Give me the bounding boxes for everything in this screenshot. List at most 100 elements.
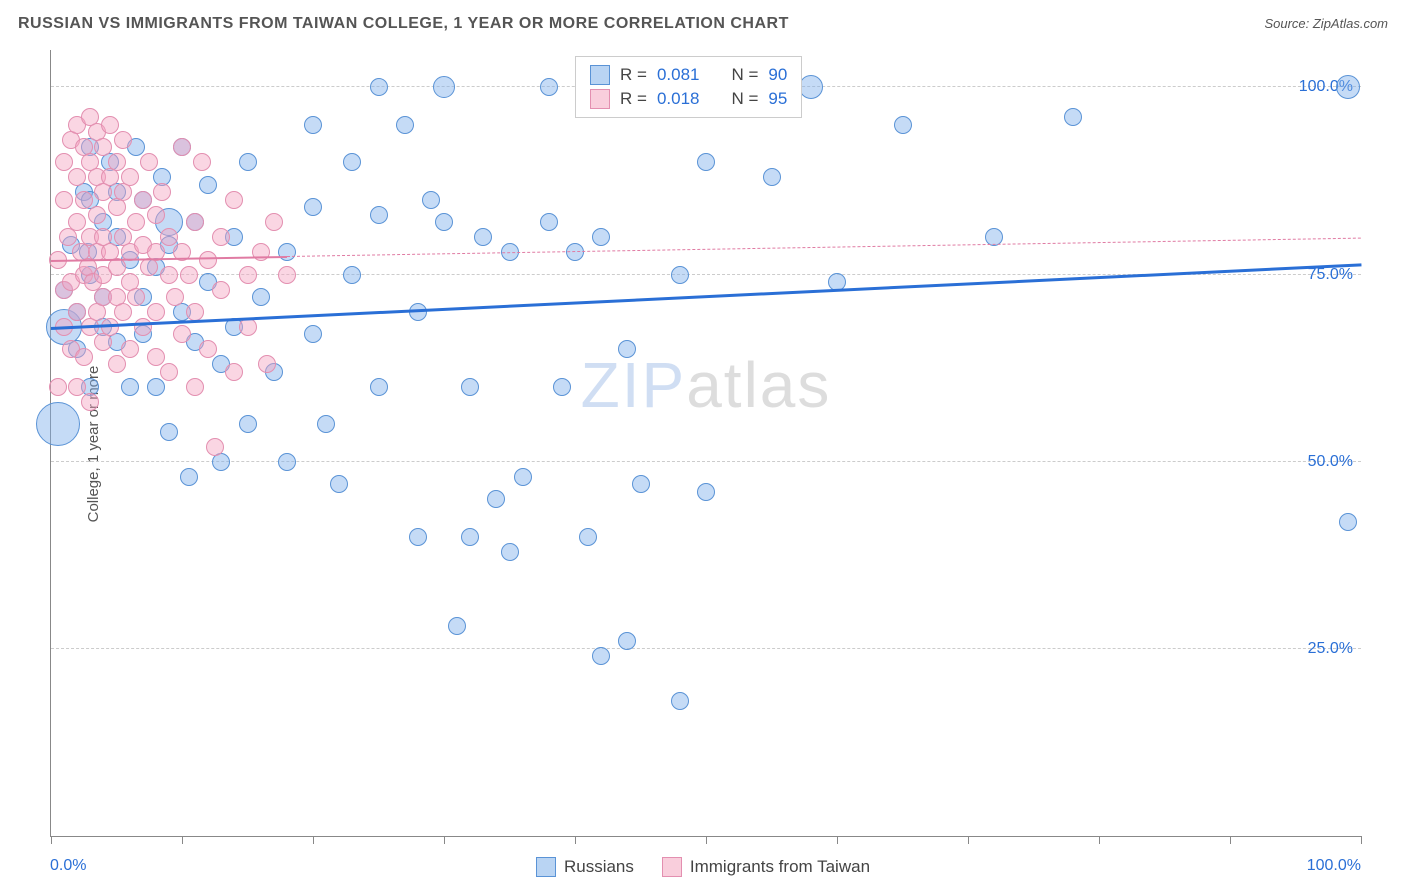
legend-item-russians: Russians xyxy=(536,857,634,877)
swatch-icon xyxy=(536,857,556,877)
swatch-icon xyxy=(590,65,610,85)
scatter-point xyxy=(180,266,198,284)
gridline-y xyxy=(51,648,1361,649)
scatter-point xyxy=(68,168,86,186)
swatch-icon xyxy=(662,857,682,877)
scatter-point xyxy=(199,340,217,358)
scatter-point xyxy=(147,378,165,396)
scatter-point xyxy=(1339,513,1357,531)
scatter-point xyxy=(370,206,388,224)
x-tick xyxy=(444,836,445,844)
scatter-point xyxy=(225,363,243,381)
scatter-point xyxy=(114,303,132,321)
scatter-point xyxy=(160,228,178,246)
scatter-point xyxy=(278,243,296,261)
y-tick-label: 50.0% xyxy=(1308,453,1353,471)
scatter-point xyxy=(186,213,204,231)
stat-r-label: R = xyxy=(620,65,647,85)
scatter-point xyxy=(36,402,80,446)
scatter-point xyxy=(252,288,270,306)
scatter-point xyxy=(121,168,139,186)
x-tick xyxy=(313,836,314,844)
scatter-point xyxy=(514,468,532,486)
scatter-point xyxy=(81,393,99,411)
scatter-point xyxy=(180,468,198,486)
scatter-point xyxy=(265,213,283,231)
scatter-point xyxy=(540,78,558,96)
swatch-icon xyxy=(590,89,610,109)
scatter-point xyxy=(501,543,519,561)
stat-r-value: 0.018 xyxy=(657,89,700,109)
scatter-point xyxy=(206,438,224,456)
scatter-point xyxy=(140,153,158,171)
chart-source: Source: ZipAtlas.com xyxy=(1264,16,1388,31)
scatter-point xyxy=(160,423,178,441)
scatter-point xyxy=(370,78,388,96)
scatter-point xyxy=(239,266,257,284)
stat-n-label: N = xyxy=(731,65,758,85)
scatter-point xyxy=(474,228,492,246)
legend-label: Immigrants from Taiwan xyxy=(690,857,870,877)
plot-area: 25.0%50.0%75.0%100.0%ZIPatlasR =0.081N =… xyxy=(50,50,1361,837)
stat-r-label: R = xyxy=(620,89,647,109)
x-tick xyxy=(837,836,838,844)
scatter-point xyxy=(487,490,505,508)
scatter-point xyxy=(147,206,165,224)
scatter-point xyxy=(799,75,823,99)
scatter-point xyxy=(409,528,427,546)
scatter-point xyxy=(127,288,145,306)
chart-header: RUSSIAN VS IMMIGRANTS FROM TAIWAN COLLEG… xyxy=(18,15,1388,33)
scatter-point xyxy=(304,198,322,216)
scatter-point xyxy=(75,348,93,366)
scatter-point xyxy=(173,138,191,156)
scatter-point xyxy=(173,325,191,343)
scatter-point xyxy=(88,206,106,224)
x-tick xyxy=(1099,836,1100,844)
x-tick xyxy=(51,836,52,844)
x-tick xyxy=(1230,836,1231,844)
scatter-point xyxy=(108,153,126,171)
scatter-point xyxy=(49,378,67,396)
scatter-point xyxy=(894,116,912,134)
legend-item-taiwan: Immigrants from Taiwan xyxy=(662,857,870,877)
scatter-point xyxy=(212,228,230,246)
scatter-point xyxy=(461,528,479,546)
scatter-point xyxy=(671,692,689,710)
y-tick-label: 25.0% xyxy=(1308,640,1353,658)
scatter-point xyxy=(343,153,361,171)
scatter-point xyxy=(422,191,440,209)
stats-row-russians: R = 0.081 N = 90 xyxy=(590,63,787,87)
scatter-point xyxy=(186,378,204,396)
x-tick xyxy=(182,836,183,844)
scatter-point xyxy=(75,191,93,209)
stat-r-value: 0.081 xyxy=(657,65,700,85)
scatter-point xyxy=(121,340,139,358)
scatter-point xyxy=(618,632,636,650)
scatter-point xyxy=(343,266,361,284)
stats-row-taiwan: R =0.018N =95 xyxy=(590,87,787,111)
x-tick xyxy=(575,836,576,844)
scatter-point xyxy=(697,483,715,501)
scatter-point xyxy=(239,153,257,171)
x-tick xyxy=(1361,836,1362,844)
scatter-point xyxy=(186,303,204,321)
scatter-point xyxy=(330,475,348,493)
scatter-point xyxy=(147,348,165,366)
scatter-point xyxy=(68,213,86,231)
plot-wrapper: College, 1 year or more 25.0%50.0%75.0%1… xyxy=(50,50,1361,837)
scatter-point xyxy=(68,378,86,396)
stat-n-value: 90 xyxy=(768,65,787,85)
scatter-point xyxy=(618,340,636,358)
scatter-point xyxy=(671,266,689,284)
scatter-point xyxy=(55,153,73,171)
stat-n-value: 95 xyxy=(768,89,787,109)
scatter-point xyxy=(160,363,178,381)
scatter-point xyxy=(592,647,610,665)
scatter-point xyxy=(94,138,112,156)
scatter-point xyxy=(134,318,152,336)
chart-title: RUSSIAN VS IMMIGRANTS FROM TAIWAN COLLEG… xyxy=(18,15,789,33)
scatter-point xyxy=(199,251,217,269)
scatter-point xyxy=(193,153,211,171)
scatter-point xyxy=(199,176,217,194)
bottom-legend: Russians Immigrants from Taiwan xyxy=(0,857,1406,877)
